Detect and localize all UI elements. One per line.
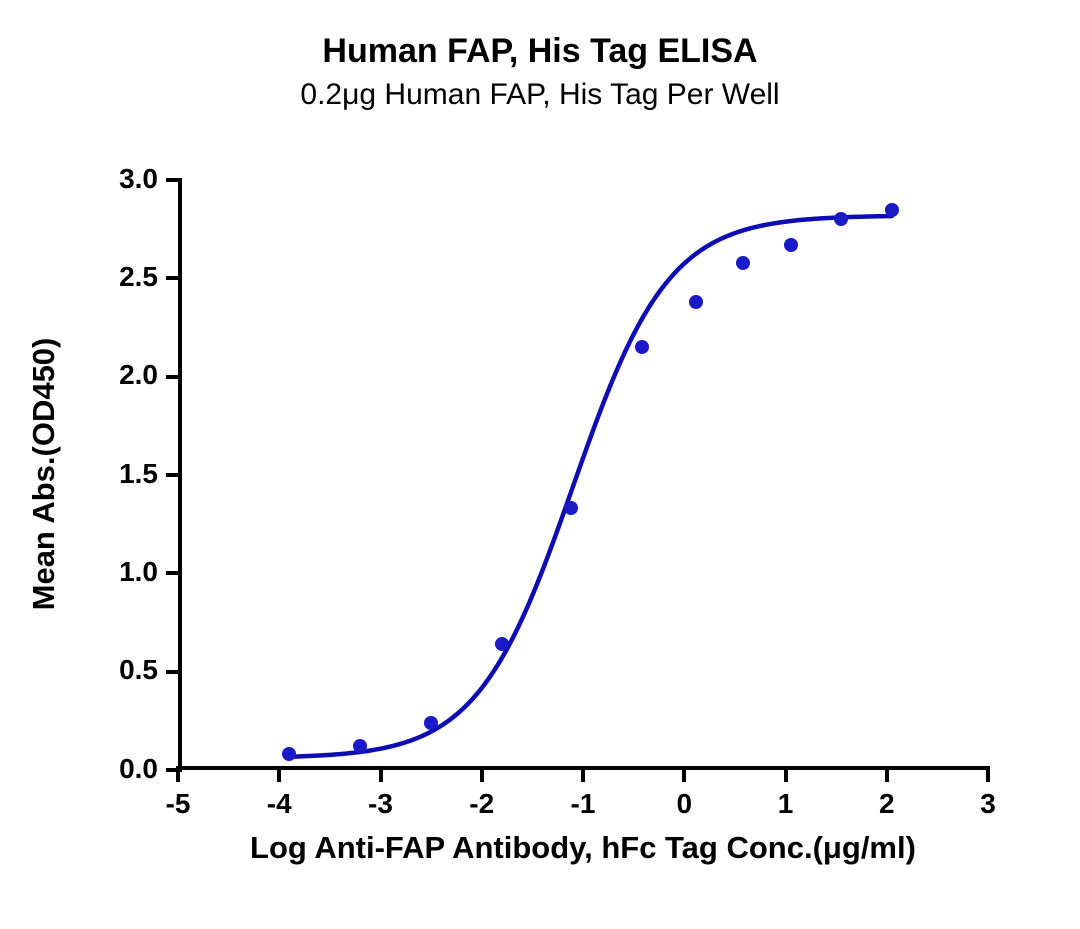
data-point xyxy=(282,747,296,761)
y-tick xyxy=(166,670,178,674)
chart-container: Human FAP, His Tag ELISA 0.2μg Human FAP… xyxy=(0,0,1080,929)
x-tick-label: -3 xyxy=(351,788,411,820)
data-point xyxy=(495,637,509,651)
data-point xyxy=(784,238,798,252)
data-point xyxy=(353,739,367,753)
x-tick xyxy=(277,770,281,782)
x-tick-label: 2 xyxy=(857,788,917,820)
y-tick xyxy=(166,473,178,477)
x-tick xyxy=(885,770,889,782)
y-axis-label: Mean Abs.(OD450) xyxy=(26,179,62,769)
x-tick xyxy=(480,770,484,782)
fit-curve xyxy=(178,180,988,770)
y-tick-label: 2.5 xyxy=(88,261,158,293)
x-tick xyxy=(784,770,788,782)
x-tick-label: -4 xyxy=(249,788,309,820)
y-tick xyxy=(166,178,178,182)
data-point xyxy=(424,716,438,730)
x-tick xyxy=(379,770,383,782)
data-point xyxy=(736,256,750,270)
data-point xyxy=(689,295,703,309)
y-tick-label: 0.5 xyxy=(88,654,158,686)
x-tick-label: 1 xyxy=(756,788,816,820)
chart-subtitle: 0.2μg Human FAP, His Tag Per Well xyxy=(0,78,1080,112)
data-point xyxy=(834,212,848,226)
x-tick xyxy=(986,770,990,782)
y-tick xyxy=(166,571,178,575)
chart-title: Human FAP, His Tag ELISA xyxy=(0,32,1080,71)
x-tick-label: 0 xyxy=(654,788,714,820)
x-tick-label: 3 xyxy=(958,788,1018,820)
y-tick-label: 2.0 xyxy=(88,359,158,391)
data-point xyxy=(885,203,899,217)
y-tick-label: 0.0 xyxy=(88,753,158,785)
x-tick-label: -5 xyxy=(148,788,208,820)
x-axis-label: Log Anti-FAP Antibody, hFc Tag Conc.(μg/… xyxy=(138,830,1028,866)
x-tick xyxy=(682,770,686,782)
y-tick-label: 3.0 xyxy=(88,163,158,195)
y-tick xyxy=(166,276,178,280)
x-tick xyxy=(176,770,180,782)
y-tick-label: 1.5 xyxy=(88,458,158,490)
data-point xyxy=(564,501,578,515)
y-tick-label: 1.0 xyxy=(88,556,158,588)
data-point xyxy=(635,340,649,354)
x-tick-label: -1 xyxy=(553,788,613,820)
plot-area: 0.00.51.01.52.02.53.0-5-4-3-2-10123 xyxy=(178,180,988,770)
x-tick-label: -2 xyxy=(452,788,512,820)
x-tick xyxy=(581,770,585,782)
y-tick xyxy=(166,375,178,379)
